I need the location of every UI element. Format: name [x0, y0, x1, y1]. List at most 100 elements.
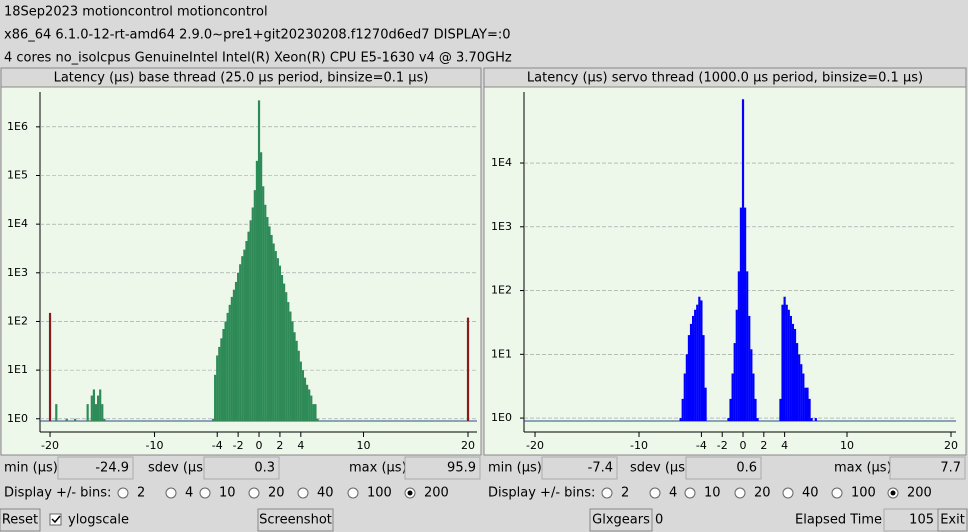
histogram-bar: [785, 304, 788, 421]
reset-button[interactable]: [0, 508, 41, 532]
histogram-bar: [266, 217, 269, 421]
bins-radio[interactable]: [782, 487, 794, 499]
bins-radio[interactable]: [199, 487, 211, 499]
histogram-bar: [295, 340, 298, 421]
histogram-bar: [65, 418, 68, 421]
histogram-bar: [689, 323, 693, 421]
histogram-bar: [86, 404, 89, 421]
histogram-bar: [297, 350, 300, 421]
bins-radio[interactable]: [734, 487, 746, 499]
bins-option: 10: [219, 486, 236, 501]
x-tick-label: 10: [357, 439, 371, 452]
y-tick-label: 1E1: [491, 347, 512, 360]
histogram-bar: [92, 389, 96, 421]
y-tick-label: 1E0: [7, 412, 28, 425]
histogram-bar: [101, 404, 104, 421]
bins-radio[interactable]: [347, 487, 359, 499]
histogram-bar: [268, 226, 271, 421]
histogram-bar: [226, 312, 229, 421]
ylogscale-checkbox[interactable]: [49, 513, 62, 526]
y-tick-label: 1E5: [7, 168, 28, 181]
x-tick-label: -2: [717, 439, 728, 452]
histogram-bar: [731, 373, 734, 421]
bins-radio[interactable]: [297, 487, 309, 499]
bins-option: 20: [754, 486, 771, 501]
histogram-bar: [293, 332, 296, 421]
bins-radio[interactable]: [601, 487, 613, 499]
glxgears-count: 0: [655, 513, 663, 528]
histogram-bar: [810, 418, 813, 421]
histogram-bar: [781, 304, 784, 421]
bins-option: 2: [137, 486, 145, 501]
exit-button[interactable]: [937, 508, 968, 532]
histogram-bar: [96, 395, 100, 421]
panel-title-bar: [483, 67, 967, 88]
x-tick-label: -10: [630, 439, 648, 452]
panel-frame: [483, 67, 967, 456]
screenshot-button[interactable]: [257, 508, 334, 532]
bins-radio[interactable]: [649, 487, 661, 499]
histogram-bar: [700, 300, 703, 421]
histogram-bar: [243, 249, 246, 421]
histogram-bar: [683, 373, 686, 421]
stat-label: sdev (µs): [148, 461, 208, 476]
histogram-bar: [804, 387, 807, 421]
bins-radio[interactable]: [165, 487, 177, 499]
stat-box: [685, 456, 762, 480]
histogram-bar: [791, 323, 795, 421]
histogram-bar: [220, 338, 223, 421]
stat-box: [889, 456, 966, 480]
histogram-bar: [696, 304, 699, 421]
bins-option: 2: [621, 486, 629, 501]
stat-value: -7.4: [588, 461, 613, 476]
bins-option: 40: [317, 486, 334, 501]
histogram-bar: [245, 241, 248, 421]
bins-radio[interactable]: [831, 487, 843, 499]
bins-radio[interactable]: [684, 487, 696, 499]
system-info: 18Sep2023 motioncontrol motioncontrol: [4, 5, 268, 20]
histogram-bar: [727, 418, 730, 421]
histogram-bar: [681, 398, 684, 421]
histogram-bar: [691, 315, 695, 421]
y-tick-label: 1E1: [7, 363, 28, 376]
histogram-bar: [272, 243, 275, 421]
stat-label: max (µs): [349, 461, 407, 476]
histogram-bar: [687, 335, 691, 421]
histogram-bar: [285, 292, 288, 421]
stat-value: 95.9: [447, 461, 476, 476]
histogram-bar: [698, 296, 701, 421]
histogram-bar: [283, 283, 286, 421]
x-tick-label: -4: [696, 439, 707, 452]
elapsed-value: 105: [909, 513, 934, 528]
x-tick-label: 0: [740, 439, 747, 452]
elapsed-label: Elapsed Time:: [795, 513, 886, 528]
bins-option: 20: [268, 486, 285, 501]
stat-label: min (µs): [488, 461, 542, 476]
histogram-bar: [278, 265, 282, 421]
histogram-bar: [234, 281, 238, 421]
glxgears-button-label: Glxgears: [592, 513, 650, 528]
histogram-bar: [739, 207, 743, 421]
histogram-bar: [756, 418, 759, 421]
x-tick-label: 20: [944, 439, 958, 452]
histogram-bar: [237, 272, 240, 421]
glxgears-button[interactable]: [589, 508, 653, 532]
stat-box: [57, 456, 134, 480]
histogram-bar: [310, 395, 313, 421]
y-tick-label: 1E4: [491, 156, 512, 169]
histogram-bar: [793, 328, 797, 421]
bins-radio[interactable]: [248, 487, 260, 499]
bins-radio[interactable]: [117, 487, 129, 499]
histogram-bar: [216, 355, 219, 421]
histogram-bar: [230, 296, 233, 421]
histogram-bar: [316, 418, 319, 421]
bins-option: 40: [802, 486, 819, 501]
bins-option: 10: [704, 486, 721, 501]
chart-title: Latency (µs) base thread (25.0 µs period…: [54, 71, 429, 86]
y-tick-label: 1E2: [491, 284, 512, 297]
histogram-bar: [679, 418, 682, 421]
bins-radio-dot: [407, 490, 413, 496]
bins-option: 4: [669, 486, 677, 501]
histogram-bar: [750, 349, 753, 421]
